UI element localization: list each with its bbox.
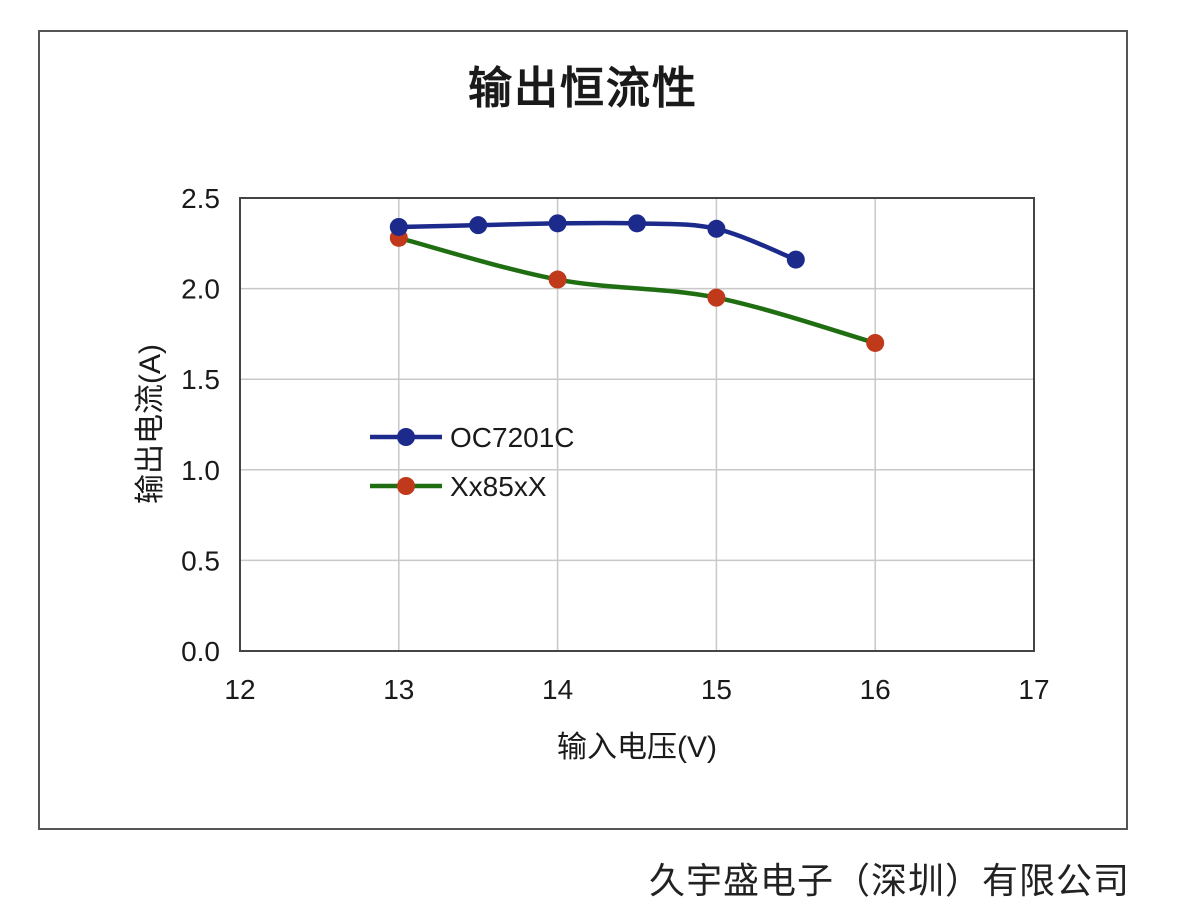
x-tick-label: 13 [383,674,414,705]
x-tick-label: 15 [701,674,732,705]
chart-title: 输出恒流性 [468,63,698,114]
data-point [469,216,488,235]
company-name: 久宇盛电子（深圳）有限公司 [648,861,1130,902]
legend: OC7201C Xx85xX [370,422,575,502]
legend-swatch-marker [397,477,415,495]
series-line-2 [396,235,878,346]
legend-label: Xx85xX [450,471,547,502]
tick-labels: 12 13 14 15 16 17 0.0 0.5 1.0 1.5 2.0 2.5 [181,183,1050,705]
data-point [548,214,567,233]
y-tick-label: 1.0 [181,455,220,486]
legend-swatch-marker [397,428,415,446]
data-point [389,217,408,236]
x-tick-label: 12 [224,674,255,705]
x-tick-label: 14 [542,674,573,705]
y-axis-label: 输出电流(A) [134,344,167,504]
y-tick-label: 0.5 [181,545,220,576]
data-point [707,219,726,238]
data-point [786,250,805,269]
x-tick-label: 16 [860,674,891,705]
plot-area-border [239,197,1035,652]
y-tick-label: 0.0 [181,636,220,667]
y-tick-label: 1.5 [181,364,220,395]
y-tick-label: 2.0 [181,274,220,305]
data-point [628,214,646,233]
data-point [866,333,885,352]
axes [239,197,1035,652]
y-tick-label: 2.5 [181,183,220,214]
legend-label: OC7201C [450,422,575,453]
grid [239,197,1035,652]
chart-frame [38,30,1128,830]
x-axis-label: 输入电压(V) [557,731,717,764]
data-point [707,288,726,307]
x-tick-label: 17 [1018,674,1049,705]
data-point [548,270,567,289]
series-lines [389,214,885,352]
